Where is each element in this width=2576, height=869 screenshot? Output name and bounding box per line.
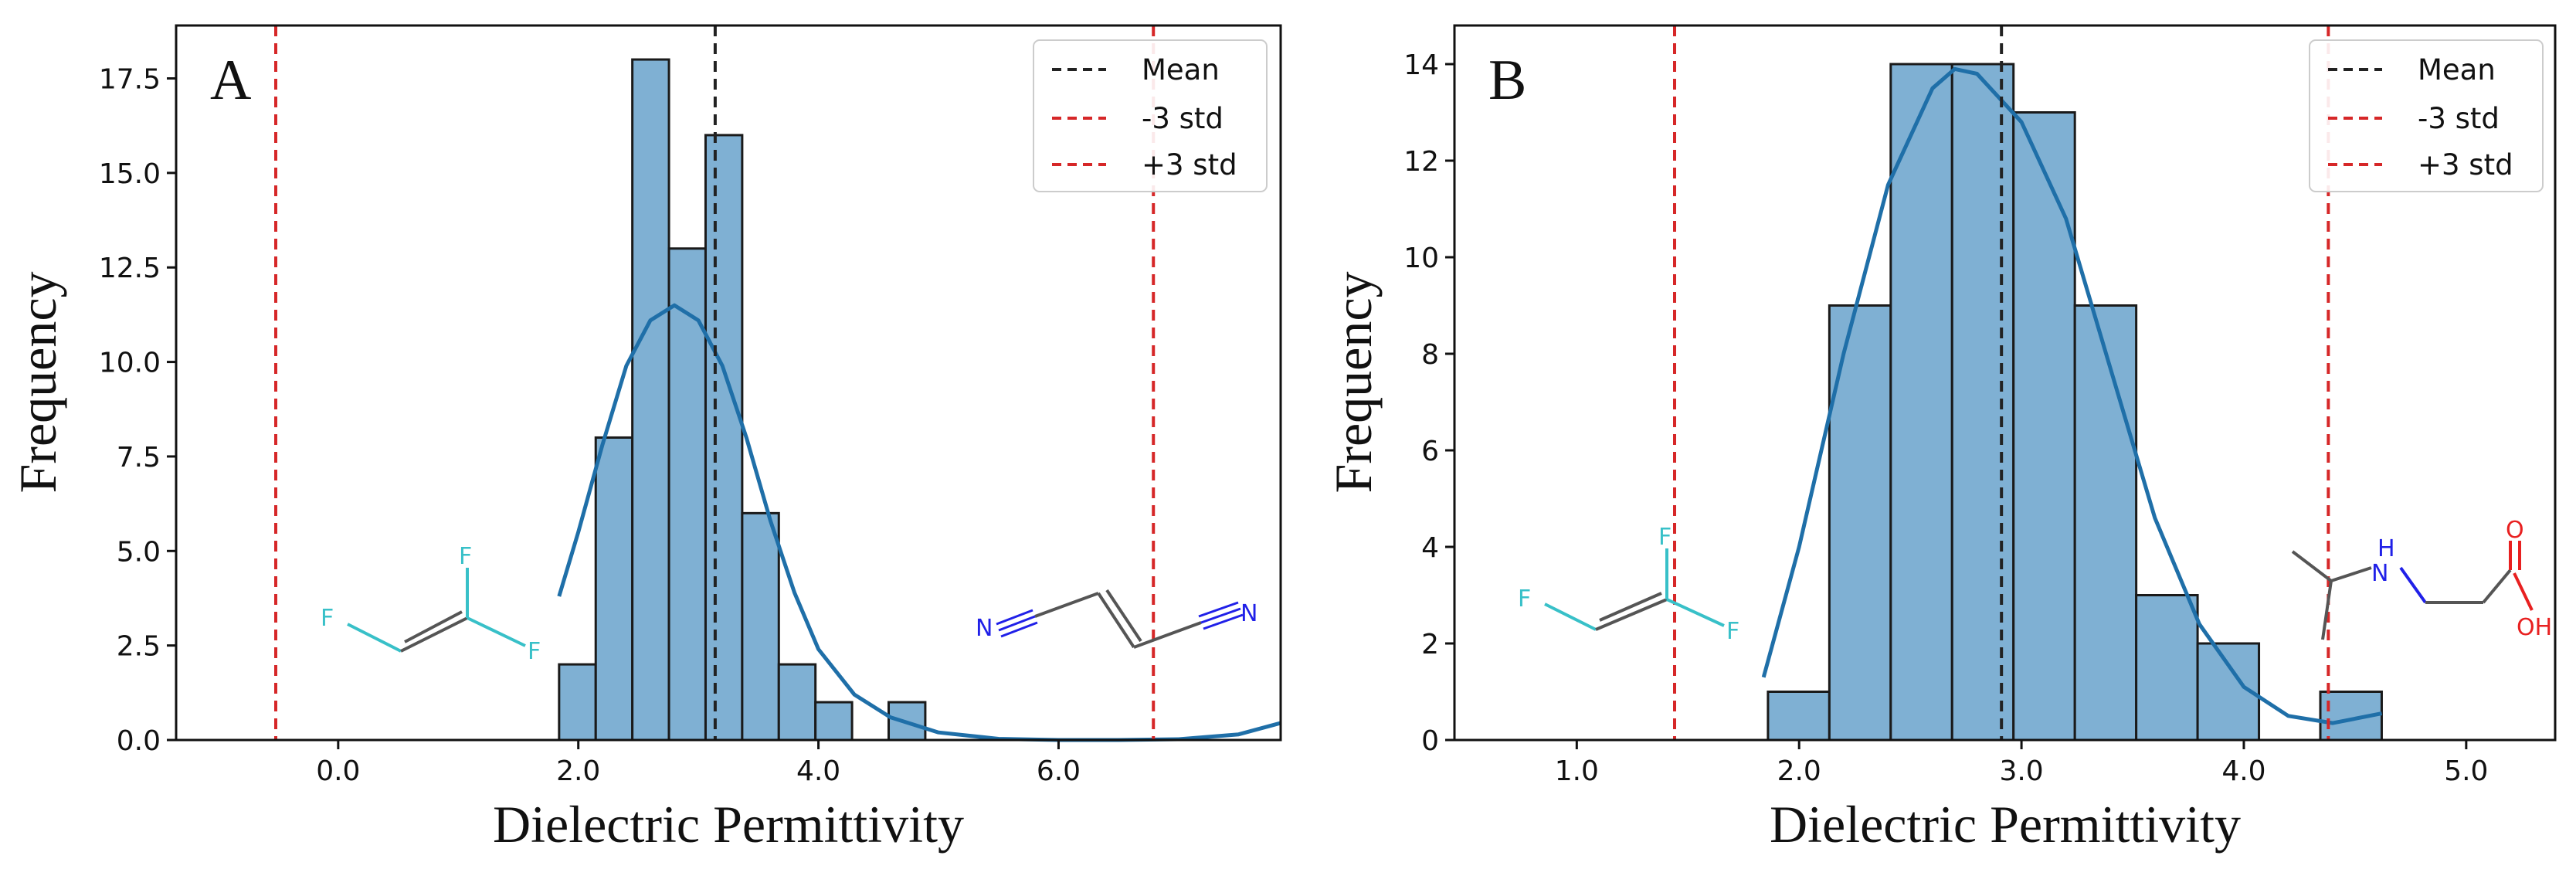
panel-a-legend: Mean -3 std +3 std bbox=[1033, 39, 1268, 192]
panel-a-molecule-difluoroethylene: F F F bbox=[321, 543, 541, 665]
x-tick-label: 0.0 bbox=[316, 755, 360, 787]
atom-label: F bbox=[321, 605, 334, 632]
panel-b: F F F H N O OH 1.0 2.0 3.0 4.0 5.0 0 2 4 6 8 10 12… bbox=[1324, 24, 2557, 854]
y-tick-label: 6 bbox=[1421, 436, 1439, 467]
panel-a-reference-lines bbox=[274, 25, 1156, 740]
histogram-bar bbox=[2073, 304, 2138, 742]
y-tick-label: 7.5 bbox=[117, 442, 161, 474]
atom-label: F bbox=[1726, 618, 1739, 645]
panel-b-plot-frame bbox=[1453, 24, 2557, 742]
atom-label: OH bbox=[2517, 614, 2552, 641]
panel-b-x-ticks: 1.0 2.0 3.0 4.0 5.0 bbox=[1555, 740, 2488, 787]
panel-b-reference-lines bbox=[1673, 25, 2330, 740]
legend-box bbox=[2309, 39, 2544, 192]
y-tick-label: 2 bbox=[1421, 629, 1439, 660]
panel-b-bars bbox=[1767, 63, 2383, 742]
panel-b-legend: Mean -3 std +3 std bbox=[2309, 39, 2544, 192]
x-tick-label: 6.0 bbox=[1037, 755, 1081, 787]
atom-label: F bbox=[1518, 586, 1531, 613]
x-tick-label: 4.0 bbox=[796, 755, 840, 787]
panel-b-y-ticks: 0 2 4 6 8 10 12 14 bbox=[1403, 49, 1454, 757]
y-tick-label: 14 bbox=[1403, 49, 1439, 81]
y-tick-label: 15.0 bbox=[99, 158, 161, 190]
histogram-bar bbox=[558, 663, 597, 742]
panel-b-molecule-difluoroethylene: F F F bbox=[1518, 524, 1739, 645]
y-tick-label: 10 bbox=[1403, 243, 1439, 274]
atom-label: O bbox=[2506, 517, 2524, 544]
atom-label: F bbox=[459, 543, 472, 570]
histogram-bar bbox=[594, 436, 634, 742]
y-tick-label: 4 bbox=[1421, 532, 1439, 564]
x-tick-label: 2.0 bbox=[556, 755, 600, 787]
atom-label: N bbox=[2371, 560, 2388, 587]
panel-b-letter: B bbox=[1488, 49, 1526, 112]
histogram-bar bbox=[1950, 63, 2015, 742]
atom-label: N bbox=[976, 615, 993, 642]
panel-a-bars bbox=[558, 58, 927, 742]
panel-a-letter: A bbox=[210, 49, 251, 112]
atom-label: F bbox=[1658, 524, 1672, 551]
legend-minus-std-label: -3 std bbox=[2418, 102, 2500, 135]
atom-label: N bbox=[1240, 600, 1257, 627]
histogram-bar bbox=[2135, 594, 2199, 742]
histogram-bar bbox=[814, 701, 854, 742]
y-tick-label: 17.5 bbox=[99, 64, 161, 96]
x-tick-label: 2.0 bbox=[1777, 755, 1821, 787]
legend-minus-std-label: -3 std bbox=[1142, 102, 1224, 135]
histogram-bar bbox=[1767, 691, 1831, 742]
histogram-bar bbox=[631, 58, 670, 742]
y-tick-label: 2.5 bbox=[117, 631, 161, 663]
panel-b-molecule-isopropylglycine: H N O OH bbox=[2291, 517, 2552, 641]
atom-label: H bbox=[2377, 535, 2395, 562]
panel-a-x-ticks: 0.0 2.0 4.0 6.0 bbox=[316, 740, 1081, 787]
y-tick-label: 10.0 bbox=[99, 348, 161, 379]
panel-a-x-axis-label: Dielectric Permittivity bbox=[493, 795, 964, 854]
y-tick-label: 12.5 bbox=[99, 253, 161, 284]
histogram-bar bbox=[667, 247, 707, 742]
atom-label: F bbox=[528, 638, 541, 665]
panel-b-y-axis-label: Frequency bbox=[1324, 271, 1383, 493]
panel-a-plot-frame bbox=[175, 24, 1282, 742]
panel-a-molecule-fumaronitrile: N N bbox=[976, 589, 1257, 649]
histogram-bar bbox=[704, 134, 744, 742]
x-tick-label: 1.0 bbox=[1555, 755, 1599, 787]
panel-a: F F F N N 0.0 2.0 4.0 6.0 0.0 2.5 5.0 7.5 10.0 1… bbox=[8, 24, 1282, 854]
histogram-bar bbox=[1889, 63, 1953, 742]
legend-plus-std-label: +3 std bbox=[1142, 148, 1237, 182]
y-tick-label: 0 bbox=[1421, 725, 1439, 757]
legend-box bbox=[1033, 39, 1268, 192]
legend-plus-std-label: +3 std bbox=[2418, 148, 2513, 182]
histogram-bar bbox=[2012, 111, 2076, 742]
legend-mean-label: Mean bbox=[2418, 53, 2496, 87]
panel-a-y-ticks: 0.0 2.5 5.0 7.5 10.0 12.5 15.0 17.5 bbox=[99, 64, 176, 757]
x-tick-label: 3.0 bbox=[1999, 755, 2043, 787]
panel-a-y-axis-label: Frequency bbox=[8, 271, 67, 493]
legend-mean-label: Mean bbox=[1142, 53, 1220, 87]
histogram-bar bbox=[777, 663, 817, 742]
panel-b-kde-curve bbox=[1761, 66, 2382, 725]
y-tick-label: 12 bbox=[1403, 146, 1439, 178]
x-tick-label: 5.0 bbox=[2444, 755, 2488, 787]
histogram-bar bbox=[741, 511, 780, 742]
y-tick-label: 8 bbox=[1421, 339, 1439, 371]
y-tick-label: 0.0 bbox=[117, 725, 161, 757]
panel-b-x-axis-label: Dielectric Permittivity bbox=[1770, 795, 2241, 854]
y-tick-label: 5.0 bbox=[117, 536, 161, 568]
x-tick-label: 4.0 bbox=[2221, 755, 2265, 787]
